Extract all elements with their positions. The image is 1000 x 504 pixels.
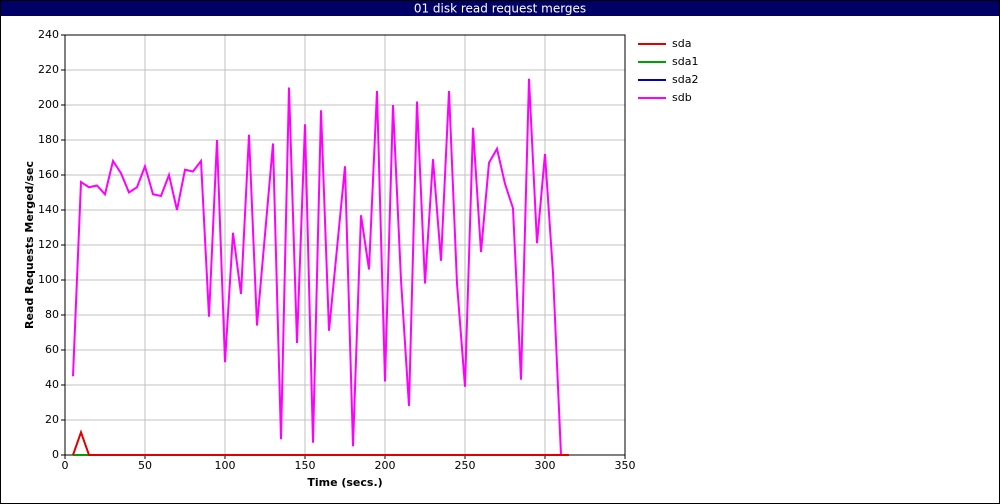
y-tick-label: 140 — [38, 203, 59, 216]
y-tick-label: 20 — [45, 413, 59, 426]
title-bar — [1, 1, 999, 16]
legend-label: sda2 — [672, 73, 698, 86]
x-tick-label: 150 — [295, 459, 316, 472]
legend-label: sda1 — [672, 55, 698, 68]
y-tick-label: 180 — [38, 133, 59, 146]
x-tick-label: 250 — [455, 459, 476, 472]
series-line — [72, 78, 562, 456]
x-tick-label: 300 — [535, 459, 556, 472]
chart-title: 01 disk read request merges — [414, 2, 586, 16]
x-tick-label: 100 — [215, 459, 236, 472]
legend-label: sdb — [672, 91, 692, 104]
y-tick-label: 0 — [52, 448, 59, 461]
y-tick-label: 200 — [38, 98, 59, 111]
x-tick-label: 0 — [62, 459, 69, 472]
series-line — [72, 429, 569, 456]
x-tick-label: 350 — [615, 459, 636, 472]
y-tick-label: 80 — [45, 308, 59, 321]
x-tick-label: 200 — [375, 459, 396, 472]
y-tick-label: 120 — [38, 238, 59, 251]
y-axis-label: Read Requests Merged/sec — [23, 161, 36, 329]
x-tick-label: 50 — [138, 459, 152, 472]
y-tick-label: 240 — [38, 28, 59, 41]
legend-label: sda — [672, 37, 691, 50]
y-tick-label: 100 — [38, 273, 59, 286]
x-axis-label: Time (secs.) — [307, 476, 382, 489]
y-tick-label: 220 — [38, 63, 59, 76]
y-tick-label: 160 — [38, 168, 59, 181]
y-tick-label: 40 — [45, 378, 59, 391]
y-tick-label: 60 — [45, 343, 59, 356]
